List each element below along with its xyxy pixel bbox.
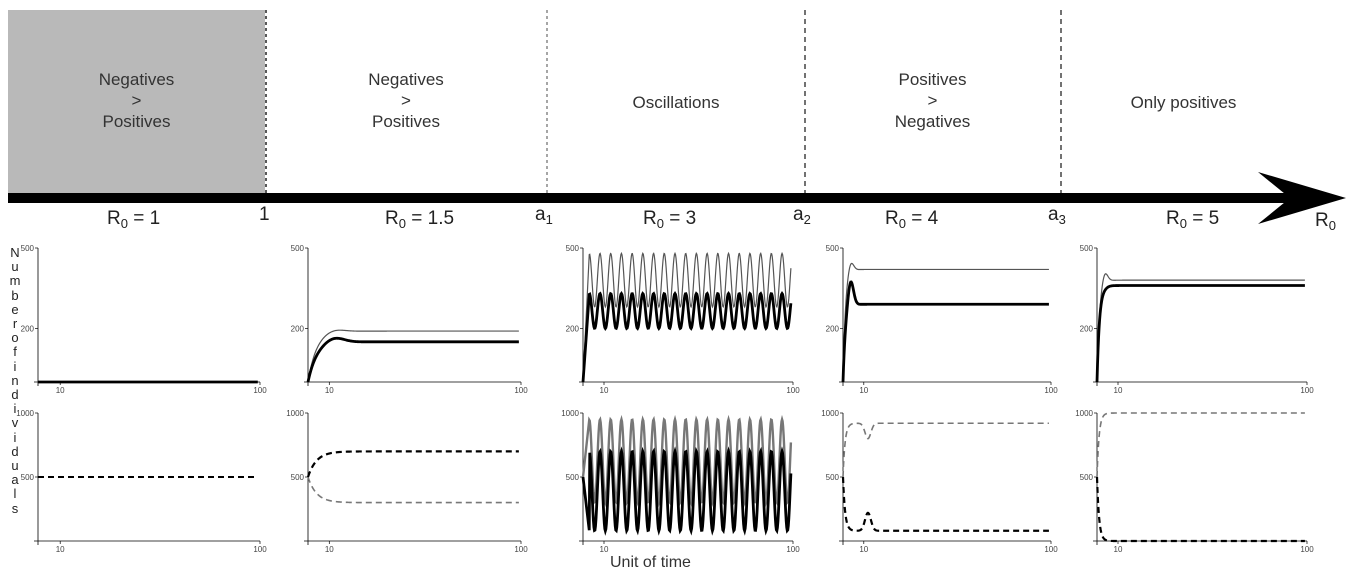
panel-1-bottom-y-tick-label-500: 500: [21, 473, 35, 482]
panel-5-bottom-dark-line: [1095, 476, 1305, 543]
panel-2-top-y-tick-label-200: 200: [291, 324, 305, 333]
panel-2-top-thick-line: [306, 336, 519, 383]
panel-4-top-y-tick-label-500: 500: [826, 244, 840, 253]
region-label-2: Negatives > Positives: [368, 70, 444, 131]
panel-2-top-x-tick-label-10: 10: [325, 386, 334, 395]
panel-2-bottom-dark-line: [306, 450, 519, 478]
panel-3-bottom-x-tick-label-10: 10: [600, 545, 609, 554]
r0-axis-end-label: R0: [1315, 210, 1336, 233]
region-label-3: Oscillations: [632, 93, 720, 112]
panel-3-bottom-x-tick-label-100: 100: [786, 545, 800, 554]
panel-2-bottom-light-line: [307, 476, 519, 504]
panel-3-top-thick-line: [581, 290, 793, 383]
r0-label-5: R0 = 5: [1166, 208, 1220, 231]
panel-1-top-y-tick-label-200: 200: [21, 324, 35, 333]
r0-label-4: R0 = 4: [885, 208, 939, 231]
panel-5-top-thin-line: [1096, 273, 1305, 383]
r0-label-2: R0 = 1.5: [385, 208, 455, 231]
r0-axis: [8, 10, 1346, 224]
region-label-5: Only positives: [1130, 93, 1237, 112]
panel-5-bottom-x-tick-label-100: 100: [1300, 545, 1314, 554]
panel-5-bottom-light-line: [1096, 412, 1305, 478]
panel-3-top-y-tick-label-500: 500: [566, 244, 580, 253]
panel-2-top-x-tick-label-100: 100: [514, 386, 528, 395]
x-axis-title: Unit of time: [610, 554, 691, 571]
panel-4-top-x-tick-label-100: 100: [1044, 386, 1058, 395]
panel-2-bottom-x-tick-label-10: 10: [325, 545, 334, 554]
boundary-label-a2: a2: [793, 204, 811, 227]
boundary-label-a3: a3: [1048, 204, 1066, 227]
panel-4-bottom-light-line: [842, 422, 1049, 478]
panel-2-bottom-y-tick-label-1000: 1000: [286, 409, 304, 418]
panel-2-top-y-tick-label-500: 500: [291, 244, 305, 253]
shaded-region: [8, 10, 265, 193]
panel-5-bottom-y-tick-label-1000: 1000: [1075, 409, 1093, 418]
r0-label-3: R0 = 3: [643, 208, 697, 231]
r0-label-1: R0 = 1: [107, 208, 161, 231]
panel-3-bottom-dark-line: [581, 446, 793, 536]
panel-1-bottom-y-tick-label-1000: 1000: [16, 409, 34, 418]
region-label-4: Positives > Negatives: [894, 70, 971, 131]
panel-1-bottom-x-tick-label-100: 100: [253, 545, 267, 554]
r0-axis-bar: [8, 193, 1290, 203]
boundary-label-a1: a1: [535, 204, 553, 227]
panel-1-top-y-tick-label-500: 500: [21, 244, 35, 253]
panel-1-top-x-tick-label-100: 100: [253, 386, 267, 395]
panel-5-top-y-tick-label-500: 500: [1080, 244, 1094, 253]
panel-4-top-x-tick-label-10: 10: [859, 386, 868, 395]
panel-1-top-x-tick-label-10: 10: [56, 386, 65, 395]
panel-3-top-thin-line: [582, 251, 792, 383]
panel-5-top-thick-line: [1095, 284, 1305, 383]
panel-4-bottom-x-tick-label-100: 100: [1044, 545, 1058, 554]
panel-3-bottom-y-tick-label-1000: 1000: [561, 409, 579, 418]
panel-4-top-thick-line: [841, 280, 1049, 383]
panel-5-bottom-x-tick-label-10: 10: [1114, 545, 1123, 554]
panel-4-bottom-y-tick-label-1000: 1000: [821, 409, 839, 418]
panel-4-bottom-y-tick-label-500: 500: [826, 473, 840, 482]
panel-4-bottom-dark-line: [841, 476, 1049, 532]
panel-2-bottom-y-tick-label-500: 500: [291, 473, 305, 482]
panel-1-bottom-x-tick-label-10: 10: [56, 545, 65, 554]
panel-2-top-thin-line: [307, 329, 519, 383]
r0-axis-arrowhead: [1258, 172, 1346, 224]
panel-4-bottom-x-tick-label-10: 10: [859, 545, 868, 554]
panel-3-top-x-tick-label-100: 100: [786, 386, 800, 395]
panel-5-top-x-tick-label-10: 10: [1114, 386, 1123, 395]
panel-2-bottom-x-tick-label-100: 100: [514, 545, 528, 554]
boundary-label-1: 1: [259, 204, 270, 225]
panel-3-bottom-y-tick-label-500: 500: [566, 473, 580, 482]
panel-5-top-x-tick-label-100: 100: [1300, 386, 1314, 395]
region-label-1: Negatives > Positives: [98, 70, 175, 131]
panel-4-top-y-tick-label-200: 200: [826, 324, 840, 333]
panel-3-top-y-tick-label-200: 200: [566, 324, 580, 333]
panel-3-top-x-tick-label-10: 10: [600, 386, 609, 395]
panel-5-top-y-tick-label-200: 200: [1080, 324, 1094, 333]
panel-4-top-thin-line: [842, 262, 1049, 383]
panel-5-bottom-y-tick-label-500: 500: [1080, 473, 1094, 482]
